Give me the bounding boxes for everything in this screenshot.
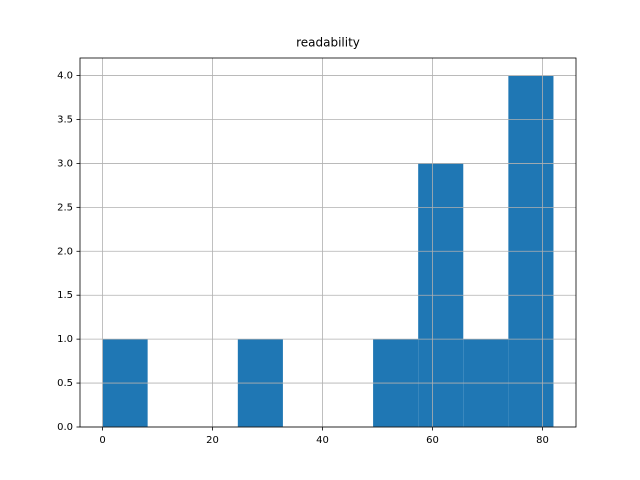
y-tick-label: 2.5: [57, 202, 73, 213]
y-tick-label: 1.5: [57, 290, 73, 301]
y-tick-label: 4.0: [57, 71, 73, 82]
y-tick-label: 0.5: [57, 378, 73, 389]
plot-frame: [79, 57, 577, 428]
x-tick-label: 20: [206, 435, 219, 446]
x-tick-label: 80: [536, 435, 549, 446]
y-tick-label: 1.0: [57, 334, 73, 345]
y-tick-label: 3.5: [57, 115, 73, 126]
chart-title: readability: [296, 36, 360, 50]
x-tick-label: 60: [426, 435, 439, 446]
y-tick-label: 0.0: [57, 422, 73, 433]
x-tick-label: 40: [316, 435, 329, 446]
x-tick-label: 0: [99, 435, 105, 446]
y-tick-label: 3.0: [57, 158, 73, 169]
y-tick-label: 2.0: [57, 246, 73, 257]
